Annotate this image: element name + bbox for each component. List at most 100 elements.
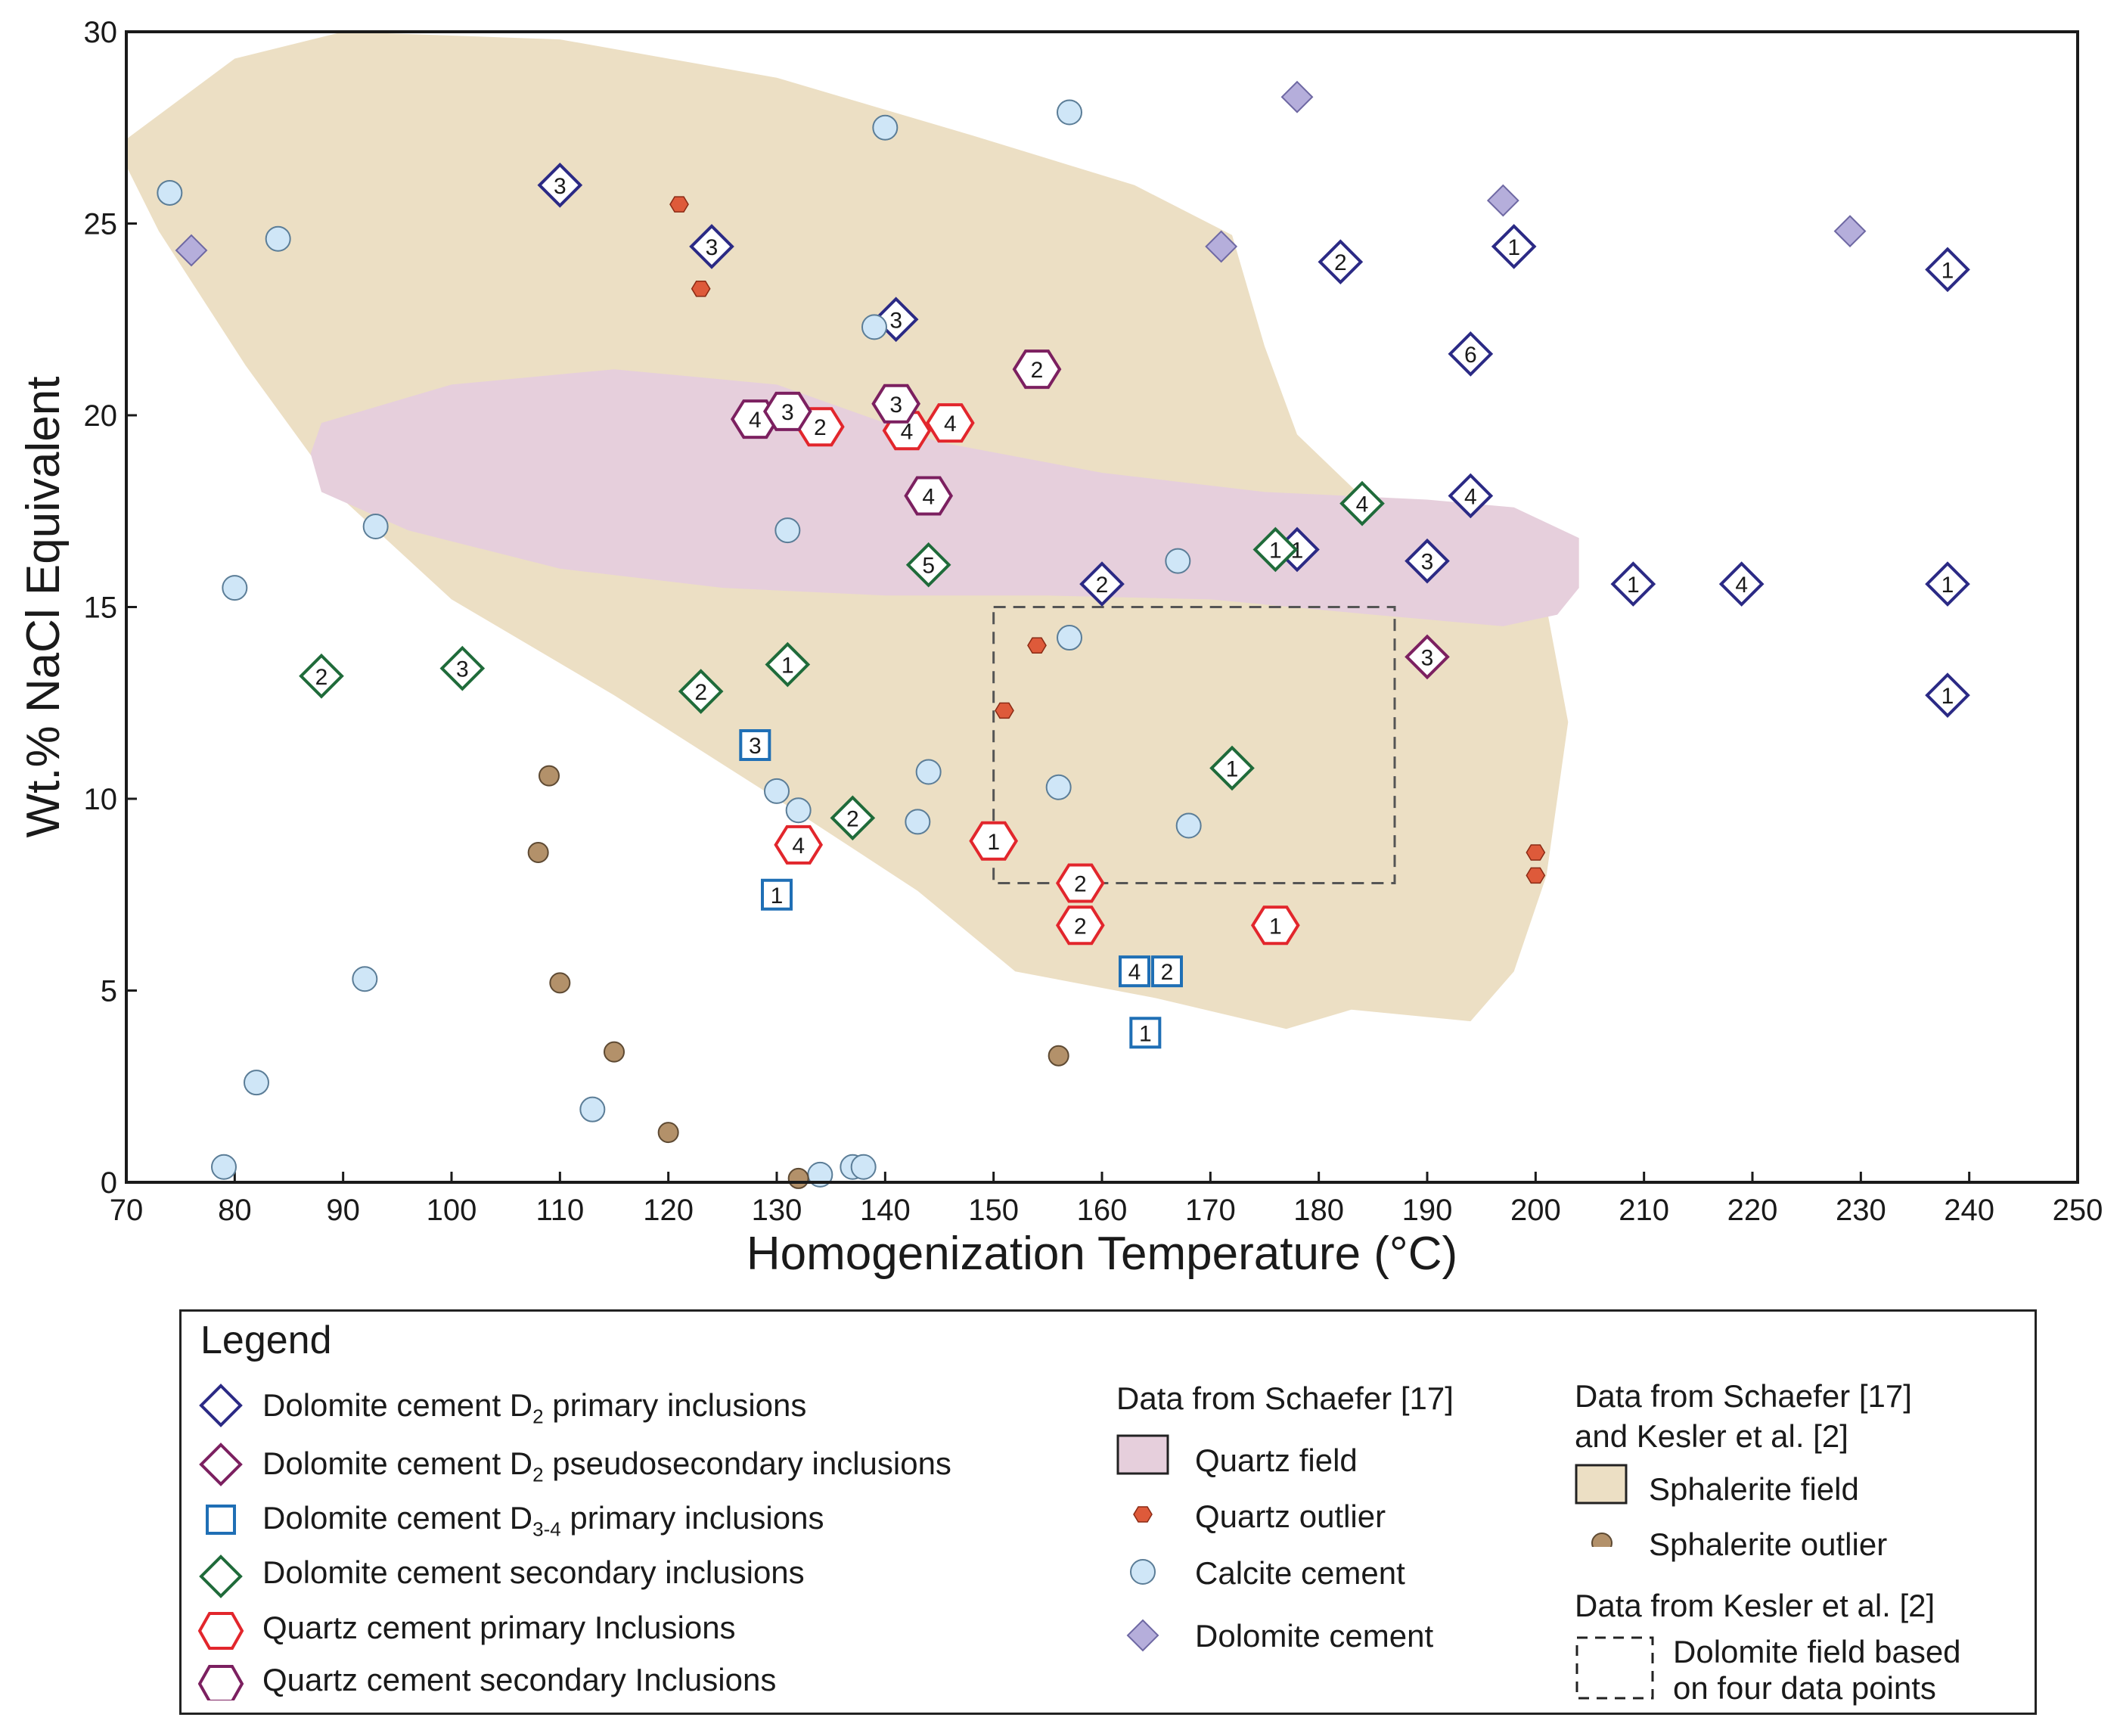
quartz-cement-primary-inclusions-point: 2 bbox=[795, 407, 845, 447]
legend-dol-secondary-icon bbox=[199, 1554, 243, 1598]
legend-dolomite-box-icon bbox=[1575, 1636, 1654, 1700]
dolomite-cement-d2-primary-inclusions-marker bbox=[1718, 561, 1765, 607]
calcite-cement-marker bbox=[785, 797, 812, 824]
dolomite-cement-d3-4-primary-inclusions-point: 1 bbox=[1129, 1017, 1162, 1049]
y-tick-label: 10 bbox=[84, 783, 118, 816]
dolomite-cement-secondary-inclusions-marker bbox=[439, 645, 486, 691]
dolomite-cement-d3-4-primary-inclusions-label: 1 bbox=[771, 884, 784, 908]
quartz-cement-primary-inclusions-marker bbox=[1055, 863, 1105, 903]
legend-calcite-cement: Calcite cement bbox=[1195, 1555, 1405, 1591]
legend-combined-heading-2: and Kesler et al. [2] bbox=[1575, 1418, 1848, 1454]
dolomite-cement-d3-4-primary-inclusions-marker bbox=[761, 878, 793, 911]
quartz-outlier-point bbox=[1526, 844, 1546, 861]
fields-layer bbox=[126, 32, 1579, 1029]
x-tick-label: 180 bbox=[1293, 1194, 1344, 1227]
calcite-cement-point bbox=[1057, 99, 1082, 126]
calcite-cement-marker bbox=[872, 114, 899, 141]
quartz-cement-primary-inclusions-marker bbox=[1250, 905, 1300, 946]
dolomite-cement-d2-primary-inclusions-marker bbox=[1925, 561, 1970, 607]
legend-qz-primary: Quartz cement primary Inclusions bbox=[262, 1610, 736, 1645]
dolomite-cement-secondary-inclusions-marker bbox=[765, 641, 811, 688]
quartz-cement-secondary-inclusions-marker bbox=[871, 384, 921, 424]
quartz-cement-secondary-inclusions-marker bbox=[1012, 349, 1062, 390]
calcite-cement-point bbox=[352, 966, 378, 992]
quartz-outlier-point bbox=[995, 702, 1014, 719]
calcite-cement-point bbox=[244, 1070, 269, 1096]
dolomite-cement-d2-primary-inclusions-point: 1 bbox=[1925, 247, 1970, 293]
sphalerite-outlier-point bbox=[604, 1041, 625, 1063]
dolomite-cement-point bbox=[1205, 230, 1238, 263]
quartz-outlier-marker bbox=[1027, 637, 1047, 654]
y-axis-title: Wt.% NaCl Equivalent bbox=[17, 377, 70, 838]
legend-kesler-heading: Data from Kesler et al. [2] bbox=[1575, 1588, 1935, 1623]
quartz-cement-primary-inclusions-label: 2 bbox=[1074, 872, 1087, 897]
dolomite-cement-d3-4-primary-inclusions-marker bbox=[739, 729, 771, 762]
quartz-cement-primary-inclusions-label: 4 bbox=[944, 411, 957, 436]
dolomite-cement-secondary-inclusions-label: 4 bbox=[1356, 492, 1369, 517]
calcite-cement-point bbox=[157, 179, 183, 206]
quartz-outlier-point bbox=[1027, 637, 1047, 654]
quartz-cement-primary-inclusions-label: 2 bbox=[814, 415, 827, 440]
calcite-cement-point bbox=[915, 759, 942, 785]
dolomite-cement-secondary-inclusions-marker bbox=[830, 795, 876, 841]
legend-dolomite-field-line1: Dolomite field based bbox=[1673, 1634, 1961, 1669]
calcite-cement-point bbox=[1057, 625, 1082, 651]
quartz-cement-secondary-inclusions-label: 4 bbox=[922, 484, 935, 509]
dolomite-cement-d2-primary-inclusions-label: 1 bbox=[1942, 573, 1954, 598]
calcite-cement-marker bbox=[1057, 625, 1082, 651]
quartz-cement-primary-inclusions-label: 1 bbox=[987, 830, 1000, 855]
dolomite-cement-secondary-inclusions-label: 5 bbox=[922, 554, 935, 579]
dolomite-cement-d2-pseudosecondary-inclusions-point: 3 bbox=[1405, 634, 1450, 680]
x-tick-label: 70 bbox=[110, 1194, 144, 1227]
sphalerite-outlier-point bbox=[657, 1122, 679, 1144]
dolomite-cement-secondary-inclusions-marker bbox=[905, 542, 951, 588]
dolomite-cement-secondary-inclusions-point: 4 bbox=[1339, 480, 1385, 526]
sphalerite-outlier-marker bbox=[549, 972, 571, 994]
dolomite-cement-marker bbox=[1280, 80, 1314, 113]
x-axis-title: Homogenization Temperature (°C) bbox=[747, 1228, 1457, 1280]
dolomite-cement-d2-primary-inclusions-label: 1 bbox=[1942, 684, 1954, 709]
calcite-cement-marker bbox=[265, 225, 291, 252]
dolomite-cement-d2-primary-inclusions-marker bbox=[1448, 331, 1494, 377]
dolomite-cement-d2-primary-inclusions-point: 6 bbox=[1448, 331, 1494, 377]
dolomite-cement-d2-primary-inclusions-point: 4 bbox=[1718, 561, 1765, 607]
sphalerite-outlier-marker bbox=[604, 1041, 625, 1063]
legend-dolomite-cement-icon bbox=[1126, 1619, 1159, 1652]
legend-dol-secondary: Dolomite cement secondary inclusions bbox=[262, 1554, 805, 1590]
quartz-cement-primary-inclusions-label: 2 bbox=[1074, 914, 1087, 939]
dolomite-cement-secondary-inclusions-marker bbox=[1252, 526, 1299, 573]
dolomite-cement-d2-primary-inclusions-label: 3 bbox=[1421, 550, 1434, 575]
dolomite-cement-secondary-inclusions-point: 2 bbox=[678, 669, 724, 714]
y-tick-label: 25 bbox=[84, 208, 118, 241]
dolomite-cement-d2-primary-inclusions-label: 3 bbox=[554, 174, 566, 199]
dolomite-cement-secondary-inclusions-marker bbox=[678, 669, 724, 714]
y-tick-label: 30 bbox=[84, 16, 118, 49]
dolomite-cement-d2-pseudosecondary-inclusions-marker bbox=[1405, 634, 1450, 680]
dolomite-cement-d2-primary-inclusions-label: 6 bbox=[1464, 343, 1477, 368]
calcite-cement-point bbox=[1165, 548, 1191, 574]
dolomite-cement-marker bbox=[1833, 215, 1867, 248]
legend-d2-primary-icon bbox=[199, 1384, 243, 1427]
dolomite-cement-d2-primary-inclusions-point: 3 bbox=[689, 224, 734, 269]
legend-quartz-outlier: Quartz outlier bbox=[1195, 1498, 1386, 1534]
dolomite-cement-d2-primary-inclusions-label: 4 bbox=[1464, 484, 1477, 509]
dolomite-cement-secondary-inclusions-label: 1 bbox=[1226, 756, 1239, 781]
dolomite-cement-secondary-inclusions-label: 2 bbox=[315, 665, 328, 690]
sphalerite-outlier-point bbox=[549, 972, 571, 994]
calcite-cement-marker bbox=[774, 517, 801, 544]
dolomite-cement-secondary-inclusions-point: 5 bbox=[905, 542, 951, 588]
sphalerite-outlier-marker bbox=[539, 765, 560, 787]
x-tick-label: 230 bbox=[1836, 1194, 1886, 1227]
legend-left-icons bbox=[198, 1384, 244, 1700]
legend-qz-secondary: Quartz cement secondary Inclusions bbox=[262, 1662, 777, 1697]
x-tick-label: 140 bbox=[860, 1194, 911, 1227]
dolomite-cement-d2-primary-inclusions-marker bbox=[1079, 561, 1125, 607]
quartz-cement-primary-inclusions-point: 1 bbox=[1250, 905, 1300, 946]
quartz-cement-secondary-inclusions-label: 3 bbox=[889, 393, 902, 418]
dolomite-cement-secondary-inclusions-label: 3 bbox=[456, 657, 469, 682]
x-tick-label: 190 bbox=[1402, 1194, 1453, 1227]
dolomite-cement-marker bbox=[1486, 184, 1519, 217]
dolomite-cement-secondary-inclusions-marker bbox=[299, 653, 344, 699]
calcite-cement-marker bbox=[157, 179, 183, 206]
